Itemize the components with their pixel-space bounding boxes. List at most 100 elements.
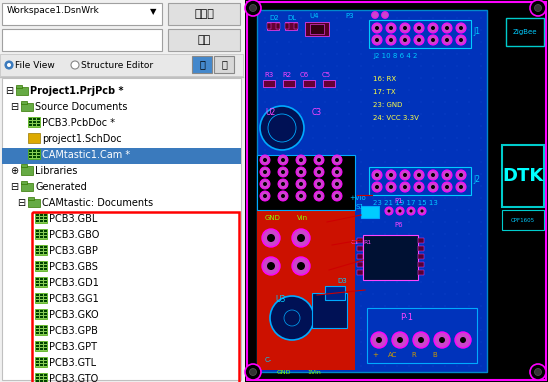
Circle shape [288,293,289,295]
Circle shape [432,329,433,330]
Circle shape [349,149,350,151]
Bar [369,167,471,195]
Circle shape [300,257,301,259]
Circle shape [264,149,266,151]
Circle shape [349,89,350,91]
Text: R: R [412,352,416,358]
Circle shape [396,305,398,307]
Bar [40,332,43,334]
Circle shape [297,234,305,242]
Circle shape [276,197,278,199]
Bar [21,166,33,175]
Circle shape [276,245,278,247]
Circle shape [407,207,415,215]
Circle shape [481,173,482,175]
Circle shape [7,63,11,67]
Bar [40,361,43,363]
Circle shape [420,18,421,19]
Circle shape [288,222,289,223]
Circle shape [373,317,374,319]
Text: PCB3.GD1: PCB3.GD1 [49,278,99,288]
Bar [312,293,347,328]
Circle shape [398,209,402,212]
Bar [36,230,39,232]
Bar [40,297,43,299]
Bar [310,24,324,34]
Circle shape [396,329,398,330]
Circle shape [459,26,463,30]
Text: PCB3.GBL: PCB3.GBL [49,214,98,224]
Circle shape [396,353,398,354]
Circle shape [376,337,382,343]
Circle shape [442,182,452,192]
Circle shape [372,23,382,33]
Bar [40,281,43,283]
Circle shape [324,342,326,343]
Circle shape [349,41,350,43]
Circle shape [444,197,446,199]
Circle shape [444,317,446,319]
Circle shape [384,222,386,223]
Text: 17: TX: 17: TX [373,89,396,95]
Circle shape [276,222,278,223]
Circle shape [444,269,446,270]
Circle shape [264,282,266,283]
Bar [0,54,243,76]
Circle shape [469,149,470,151]
Circle shape [396,366,398,367]
Circle shape [432,18,433,19]
Circle shape [361,305,362,307]
Bar [16,87,28,95]
Circle shape [264,257,266,259]
Bar [36,252,39,254]
Circle shape [324,293,326,295]
Circle shape [373,41,374,43]
Circle shape [456,149,458,151]
Circle shape [444,65,446,66]
Bar [369,20,471,48]
Circle shape [432,222,433,223]
Circle shape [469,293,470,295]
Circle shape [444,245,446,247]
Circle shape [403,26,407,30]
Text: PCB3.GBS: PCB3.GBS [49,262,98,272]
Circle shape [312,89,313,91]
Bar [29,153,32,155]
Circle shape [336,197,338,199]
Text: DL: DL [287,15,296,21]
Circle shape [312,342,313,343]
Circle shape [455,332,471,348]
Text: C5: C5 [322,72,331,78]
Circle shape [324,149,326,151]
Circle shape [276,101,278,103]
Bar [36,297,39,299]
Circle shape [288,282,289,283]
Circle shape [456,317,458,319]
Bar [36,364,39,366]
Circle shape [481,305,482,307]
Circle shape [336,113,338,115]
Text: ZigBee: ZigBee [513,29,537,35]
Circle shape [481,329,482,330]
Circle shape [300,29,301,31]
Bar [44,252,47,254]
Circle shape [400,182,410,192]
Circle shape [432,41,433,43]
Circle shape [349,245,350,247]
Bar [44,310,47,312]
Circle shape [312,197,313,199]
Circle shape [432,113,433,115]
Circle shape [300,245,301,247]
Circle shape [264,293,266,295]
Circle shape [396,233,398,235]
Circle shape [408,138,409,139]
Bar [192,56,212,73]
Circle shape [361,29,362,31]
Circle shape [312,329,313,330]
Text: D2: D2 [269,15,278,21]
Circle shape [264,305,266,307]
Circle shape [300,65,301,66]
Text: U3: U3 [275,295,286,304]
Circle shape [300,125,301,126]
Circle shape [432,173,433,175]
